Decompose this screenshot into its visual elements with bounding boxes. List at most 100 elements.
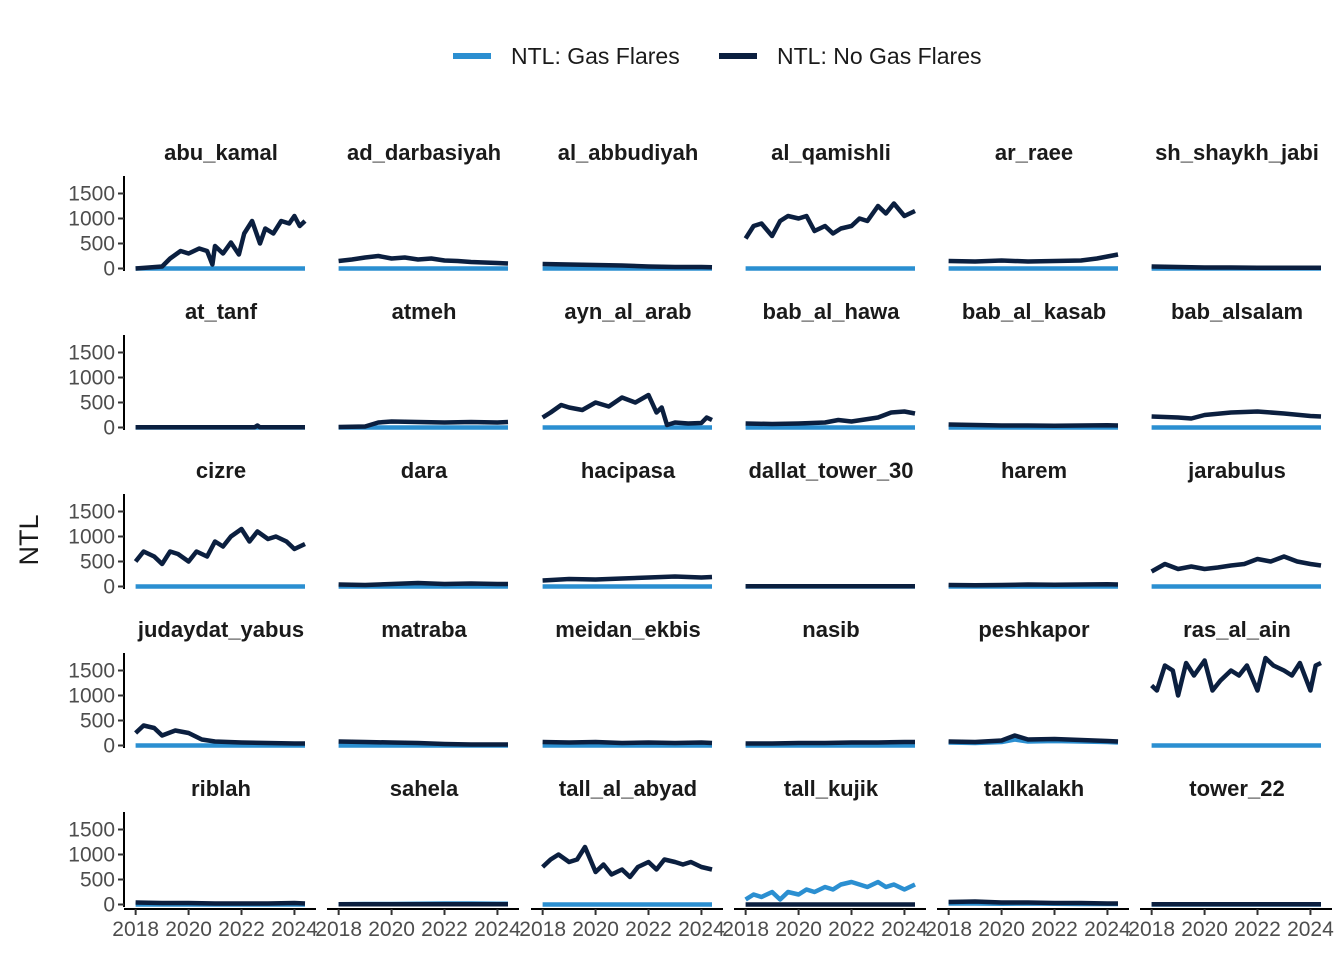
panel-sh_shaykh_jabi: sh_shaykh_jabi	[1151, 140, 1321, 271]
y-tick-label: 0	[103, 258, 115, 281]
y-tick-label: 500	[80, 869, 115, 892]
x-tick-label: 2020	[775, 918, 822, 941]
series-line-no-gas-flares	[948, 422, 1119, 429]
panel-title: harem	[1001, 458, 1067, 483]
legend: NTL: Gas Flares NTL: No Gas Flares	[453, 43, 982, 69]
y-tick-label: 0	[103, 417, 115, 440]
panel-tall_kujik: tall_kujik 2018 2020 2022 2024	[722, 776, 928, 941]
panel-title: al_qamishli	[771, 140, 891, 165]
panel-title: al_abbudiyah	[558, 140, 699, 165]
panel-bab_alsalam: bab_alsalam	[1151, 299, 1322, 430]
panel-title: dara	[401, 458, 448, 483]
series-line-no-gas-flares	[948, 733, 1119, 745]
panel-tall_al_abyad: tall_al_abyad 2018 2020 2022 2024	[519, 776, 725, 941]
panel-title: ar_raee	[995, 140, 1073, 165]
panel-title: tower_22	[1189, 776, 1284, 801]
panel-title: atmeh	[392, 299, 457, 324]
y-tick-label: 1000	[68, 208, 115, 231]
panel-title: peshkapor	[978, 617, 1090, 642]
panel-title: nasib	[802, 617, 859, 642]
x-tick-label: 2022	[421, 918, 468, 941]
x-tick-label: 2024	[1084, 918, 1131, 941]
panel-title: ad_darbasiyah	[347, 140, 501, 165]
y-tick-label: 1500	[68, 660, 115, 683]
panel-title: ayn_al_arab	[564, 299, 691, 324]
panel-matraba: matraba	[338, 617, 508, 748]
x-tick-label: 2022	[625, 918, 672, 941]
y-tick-label: 1000	[68, 526, 115, 549]
series-line-no-gas-flares	[135, 213, 307, 271]
y-tick-label: 0	[103, 576, 115, 599]
series-line-no-gas-flares	[338, 419, 509, 430]
x-tick-label: 2024	[474, 918, 521, 941]
series-line-no-gas-flares	[541, 392, 713, 428]
panel-title: dallat_tower_30	[748, 458, 913, 483]
x-tick-label: 2018	[722, 918, 769, 941]
x-tick-label: 2018	[315, 918, 362, 941]
panel-title: tallkalakh	[984, 776, 1084, 801]
panel-title: jarabulus	[1187, 458, 1286, 483]
x-tick-label: 2020	[1181, 918, 1228, 941]
panel-ayn_al_arab: ayn_al_arab	[541, 299, 713, 430]
series-line-gas-flares	[744, 879, 916, 902]
panel-ras_al_ain: ras_al_ain	[1150, 617, 1322, 748]
panel-hacipasa: hacipasa	[542, 458, 713, 589]
panel-tallkalakh: tallkalakh 2018 2020 2022 2024	[925, 776, 1131, 941]
y-tick-label: 500	[80, 710, 115, 733]
series-line-no-gas-flares	[948, 582, 1119, 588]
x-tick-label: 2022	[828, 918, 875, 941]
series-line-no-gas-flares	[541, 844, 713, 880]
y-tick-label: 500	[80, 551, 115, 574]
y-tick-label: 500	[80, 233, 115, 256]
x-tick-label: 2022	[218, 918, 265, 941]
panel-ad_darbasiyah: ad_darbasiyah	[338, 140, 509, 271]
y-tick-label: 1500	[68, 501, 115, 524]
panel-dara: dara	[338, 458, 508, 589]
panel-tower_22: tower_22 2018 2020 2022 2024	[1128, 776, 1334, 941]
x-tick-label: 2018	[112, 918, 159, 941]
x-tick-label: 2024	[678, 918, 725, 941]
series-line-no-gas-flares	[135, 900, 306, 906]
y-tick-label: 1000	[68, 685, 115, 708]
x-tick-label: 2024	[1287, 918, 1334, 941]
x-tick-label: 2018	[925, 918, 972, 941]
series-line-no-gas-flares	[134, 723, 305, 746]
y-tick-label: 0	[103, 735, 115, 758]
panel-atmeh: atmeh	[338, 299, 509, 430]
series-line-no-gas-flares	[1151, 264, 1321, 271]
series-line-no-gas-flares	[743, 201, 916, 240]
x-tick-label: 2024	[271, 918, 318, 941]
x-tick-label: 2018	[519, 918, 566, 941]
x-tick-label: 2022	[1234, 918, 1281, 941]
series-line-no-gas-flares	[1151, 409, 1322, 421]
series-line-no-gas-flares	[542, 739, 713, 746]
series-line-no-gas-flares	[338, 253, 509, 266]
panel-title: judaydat_yabus	[137, 617, 304, 642]
series-line-no-gas-flares	[133, 526, 306, 567]
panel-peshkapor: peshkapor	[948, 617, 1119, 746]
series-line-no-gas-flares	[338, 739, 508, 747]
x-tick-label: 2018	[1128, 918, 1175, 941]
x-tick-label: 2020	[165, 918, 212, 941]
panel-title: bab_al_kasab	[962, 299, 1106, 324]
panel-al_abbudiyah: al_abbudiyah	[542, 140, 713, 271]
panel-title: meidan_ekbis	[555, 617, 701, 642]
y-tick-label: 1500	[68, 819, 115, 842]
panel-dallat_tower_30: dallat_tower_30	[745, 458, 915, 589]
panel-harem: harem	[948, 458, 1119, 589]
panel-title: hacipasa	[581, 458, 676, 483]
panel-nasib: nasib	[745, 617, 915, 748]
series-line-no-gas-flares	[745, 409, 916, 427]
panel-jarabulus: jarabulus	[1150, 458, 1322, 589]
panel-title: matraba	[381, 617, 467, 642]
series-line-no-gas-flares	[1150, 554, 1322, 574]
y-tick-label: 500	[80, 392, 115, 415]
x-tick-label: 2020	[978, 918, 1025, 941]
panel-bab_al_hawa: bab_al_hawa	[745, 299, 916, 430]
panel-title: tall_kujik	[784, 776, 879, 801]
series-line-no-gas-flares	[948, 899, 1118, 906]
